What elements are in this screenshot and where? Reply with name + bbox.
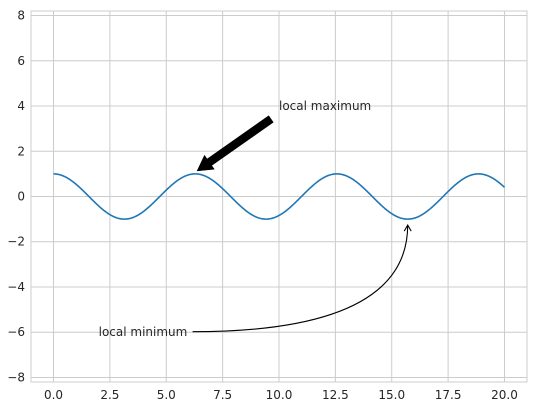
y-axis-ticks: −8 −6 −4 −2 0 2 4 6 8: [7, 9, 25, 385]
y-tick-label: −2: [7, 235, 25, 249]
y-tick-label: 2: [17, 144, 25, 158]
x-tick-label: 12.5: [322, 388, 349, 402]
x-tick-label: 7.5: [213, 388, 232, 402]
y-tick-label: −6: [7, 325, 25, 339]
series-layer: [53, 173, 506, 220]
y-tick-label: 8: [17, 9, 25, 23]
y-tick-label: −4: [7, 280, 25, 294]
series-line: [53, 173, 506, 220]
y-tick-label: 4: [17, 99, 25, 113]
x-tick-label: 15.0: [378, 388, 405, 402]
grid: [31, 11, 527, 382]
y-tick-label: 6: [17, 54, 25, 68]
x-tick-label: 20.0: [491, 388, 518, 402]
annotation-label-min: local minimum: [99, 325, 188, 339]
x-tick-label: 2.5: [100, 388, 119, 402]
y-tick-label: −8: [7, 370, 25, 384]
annotation-arrowhead-min: [403, 224, 412, 232]
annotations: local maximum local minimum: [99, 99, 412, 339]
annotation-label-max: local maximum: [279, 99, 371, 113]
annotation-arrow-min: [192, 225, 409, 333]
x-axis-ticks: 0.0 2.5 5.0 7.5 10.0 12.5 15.0 17.5 20.0: [44, 388, 518, 402]
x-tick-label: 10.0: [266, 388, 293, 402]
plot-frame: [30, 10, 528, 383]
y-tick-label: 0: [17, 190, 25, 204]
annotation-arrow-max: [196, 115, 274, 172]
x-tick-label: 17.5: [435, 388, 462, 402]
x-tick-label: 0.0: [44, 388, 63, 402]
x-tick-label: 5.0: [157, 388, 176, 402]
